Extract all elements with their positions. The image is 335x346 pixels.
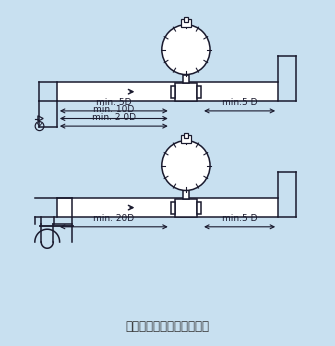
- Bar: [175, 199, 197, 217]
- Text: min. 5D: min. 5D: [96, 98, 132, 107]
- Bar: [57, 82, 278, 101]
- Text: min. 20D: min. 20D: [93, 213, 134, 223]
- Circle shape: [162, 25, 210, 75]
- Bar: [184, 18, 188, 22]
- Bar: [184, 134, 188, 138]
- Text: min. 10D: min. 10D: [93, 105, 134, 114]
- Text: min. 2 0D: min. 2 0D: [92, 113, 136, 122]
- Bar: [57, 198, 278, 217]
- Bar: [181, 135, 191, 143]
- Bar: [183, 190, 189, 199]
- Text: min.5 D: min.5 D: [222, 98, 257, 107]
- Bar: [183, 74, 189, 83]
- Bar: [175, 83, 197, 101]
- Bar: [171, 86, 175, 98]
- Bar: [197, 202, 201, 214]
- Bar: [181, 19, 191, 27]
- Text: 弯管、阀门和泵之间的安装: 弯管、阀门和泵之间的安装: [126, 320, 209, 334]
- Text: min.5 D: min.5 D: [222, 213, 257, 223]
- Bar: [171, 202, 175, 214]
- Circle shape: [162, 141, 210, 190]
- Bar: [197, 86, 201, 98]
